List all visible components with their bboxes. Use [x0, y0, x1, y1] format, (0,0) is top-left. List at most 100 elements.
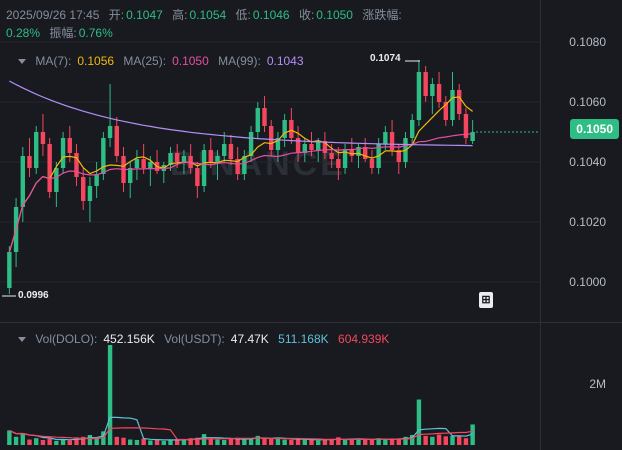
candle-body — [269, 126, 274, 150]
ma7-label: MA(7): — [35, 54, 72, 68]
candle-body — [295, 138, 301, 153]
volume-bar — [141, 438, 146, 445]
candle-body — [322, 141, 328, 153]
volume-bar — [470, 424, 475, 445]
volume-bar — [430, 436, 435, 445]
candle-body — [60, 138, 66, 168]
candle-body — [262, 108, 267, 126]
volume-bar — [309, 440, 314, 445]
ma99-label: MA(99): — [218, 54, 261, 68]
candle-body — [302, 144, 307, 153]
volume-bar — [363, 440, 368, 445]
ma-legend: MA(7): 0.1056 MA(25): 0.1050 MA(99): 0.1043 — [18, 54, 310, 68]
candle-body — [148, 162, 153, 168]
volume-legend: Vol(DOLO): 452.156K Vol(USDT): 47.47K 511.… — [18, 332, 395, 346]
volume-bar — [329, 439, 334, 445]
volume-ma5-line — [9, 416, 473, 441]
volume-bar — [20, 433, 25, 445]
candle-body — [356, 147, 361, 156]
candle-body — [47, 144, 52, 192]
chart-tool-icon[interactable]: ⊞ — [479, 292, 493, 308]
candle-body — [87, 186, 93, 201]
volume-bar — [262, 438, 267, 445]
volume-bar — [34, 438, 39, 445]
vol-dolo-label: Vol(DOLO): — [35, 332, 98, 346]
volume-bar — [248, 438, 254, 445]
volume-bar — [423, 435, 428, 445]
candle-body — [255, 108, 260, 132]
volume-bar — [54, 440, 59, 445]
candle-body — [235, 159, 240, 174]
chevron-down-icon[interactable] — [18, 337, 26, 343]
volume-bar — [342, 440, 348, 445]
candle-body — [222, 144, 227, 156]
candle-body — [336, 159, 341, 168]
candle-body — [201, 150, 207, 186]
volume-bar — [255, 435, 260, 445]
candle-body — [54, 168, 59, 192]
volume-bar — [443, 436, 448, 445]
volume-bar — [369, 439, 375, 445]
candle-body — [215, 156, 220, 162]
candle-body — [436, 84, 442, 102]
price-tick: 0.1020 — [569, 215, 606, 229]
candle-body — [27, 156, 32, 168]
volume-bar — [269, 439, 274, 445]
volume-bar — [302, 439, 307, 445]
volume-bar — [40, 440, 46, 445]
candle-body — [181, 156, 187, 162]
candle-body — [282, 120, 287, 138]
candle-body — [396, 150, 401, 162]
vol-usdt-label: Vol(USDT): — [164, 332, 225, 346]
open-label: 开: — [108, 8, 125, 22]
amplitude-value: 0.76% — [78, 26, 113, 40]
ma7-value: 0.1056 — [77, 54, 115, 68]
ohlc-header: 2025/09/26 17:45 开: 0.1047 高: 0.1054 低: 0.1… — [6, 6, 536, 42]
volume-bar — [175, 439, 180, 445]
candle-body — [410, 120, 415, 138]
volume-bar — [436, 434, 442, 445]
ma99-line — [9, 80, 473, 147]
candle-body — [457, 90, 462, 114]
candle-body — [141, 159, 146, 168]
open-value: 0.1047 — [126, 8, 163, 22]
candle-body — [128, 168, 133, 183]
candle-body — [289, 120, 294, 138]
candle-body — [40, 132, 46, 144]
close-label: 收: — [298, 8, 315, 22]
volume-bar — [13, 436, 19, 445]
candle-body — [383, 132, 388, 144]
candle-body — [389, 132, 395, 150]
ma25-line — [8, 133, 473, 253]
high-label: 高: — [172, 8, 188, 22]
volume-bar — [7, 430, 12, 445]
volume-bar — [450, 435, 455, 445]
ma7-line — [8, 96, 473, 253]
change-value: 0.28% — [6, 26, 41, 40]
candle-body — [275, 138, 281, 150]
candle-body — [7, 252, 12, 288]
candle-body — [369, 159, 375, 168]
volume-bar — [60, 439, 66, 445]
volume-bar — [336, 437, 341, 445]
volume-bar — [235, 437, 240, 445]
volume-bar — [47, 438, 52, 445]
volume-bar — [154, 439, 160, 445]
volume-bar — [322, 439, 328, 445]
candle-body — [423, 72, 428, 96]
candle-body — [349, 150, 354, 156]
volume-bar — [114, 436, 119, 445]
candle-body — [363, 147, 368, 159]
volume-bar — [74, 437, 79, 445]
chevron-down-icon[interactable] — [18, 59, 26, 65]
volume-bar — [128, 439, 133, 445]
candle-body — [175, 153, 180, 162]
candle-body — [67, 138, 72, 153]
high-value: 0.1054 — [189, 8, 227, 22]
candle-body — [463, 114, 469, 138]
volume-bar — [376, 438, 381, 445]
volume-bar — [215, 439, 220, 445]
volume-bar — [181, 439, 187, 445]
price-tick: 0.1040 — [569, 155, 606, 169]
candlestick-chart[interactable] — [0, 0, 540, 450]
